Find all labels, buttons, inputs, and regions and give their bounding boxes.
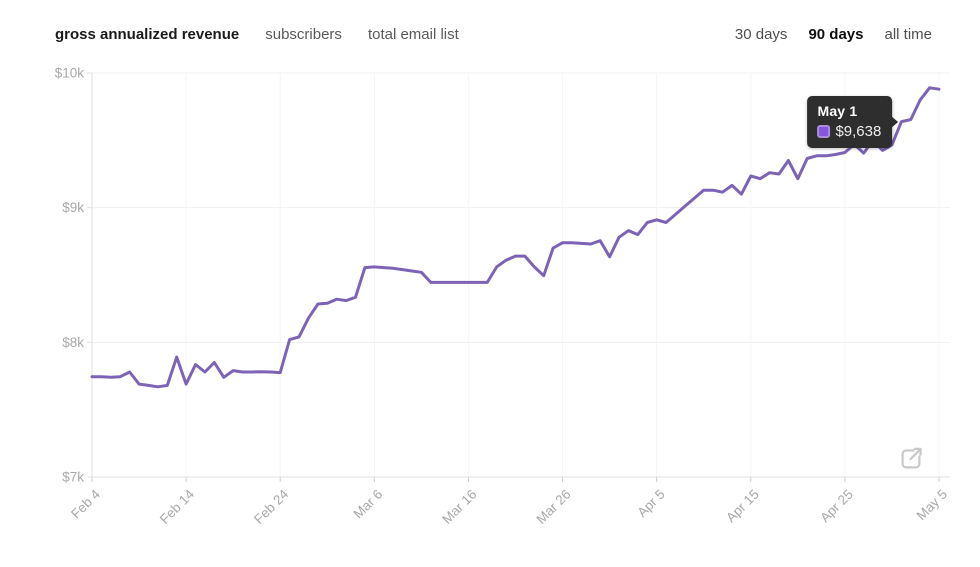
tab-subscribers[interactable]: subscribers <box>265 26 342 43</box>
x-tick-label: Apr 25 <box>817 487 856 526</box>
tooltip-date: May 1 <box>817 102 858 119</box>
metric-tabs: gross annualized revenue subscribers tot… <box>55 26 459 43</box>
x-tick-label: Apr 5 <box>634 487 667 520</box>
time-range-selector: 30 days 90 days all time <box>735 26 932 43</box>
tooltip-series-row: $9,638 <box>817 123 881 140</box>
tooltip-value: $9,638 <box>835 122 882 140</box>
y-tick-label: $9k <box>62 200 84 215</box>
tooltip-arrow <box>891 115 899 128</box>
export-button[interactable] <box>894 441 928 475</box>
x-tick-label: Apr 15 <box>723 487 762 526</box>
x-tick-label: Mar 26 <box>533 487 573 527</box>
x-tick-label: Feb 24 <box>251 486 292 527</box>
y-tick-label: $8k <box>62 335 84 350</box>
x-tick-label: Mar 16 <box>439 487 479 527</box>
x-tick-label: Mar 6 <box>350 487 385 522</box>
chart-header: gross annualized revenue subscribers tot… <box>55 26 932 43</box>
y-tick-label: $7k <box>62 470 84 485</box>
x-tick-label: May 5 <box>914 487 951 524</box>
external-link-icon <box>901 447 922 469</box>
revenue-line[interactable] <box>90 86 941 389</box>
range-30-days[interactable]: 30 days <box>734 26 788 43</box>
tab-gross-annualized-revenue[interactable]: gross annualized revenue <box>55 26 240 43</box>
x-tick-label: Feb 4 <box>68 486 103 521</box>
x-tick-label: Feb 14 <box>157 486 198 527</box>
chart-tooltip: May 1 $9,638 <box>807 95 899 148</box>
range-all-time[interactable]: all time <box>884 26 932 43</box>
range-90-days[interactable]: 90 days <box>808 26 864 43</box>
tab-total-email-list[interactable]: total email list <box>367 26 459 43</box>
y-tick-label: $10k <box>55 66 85 81</box>
tooltip-series-swatch <box>817 124 831 138</box>
